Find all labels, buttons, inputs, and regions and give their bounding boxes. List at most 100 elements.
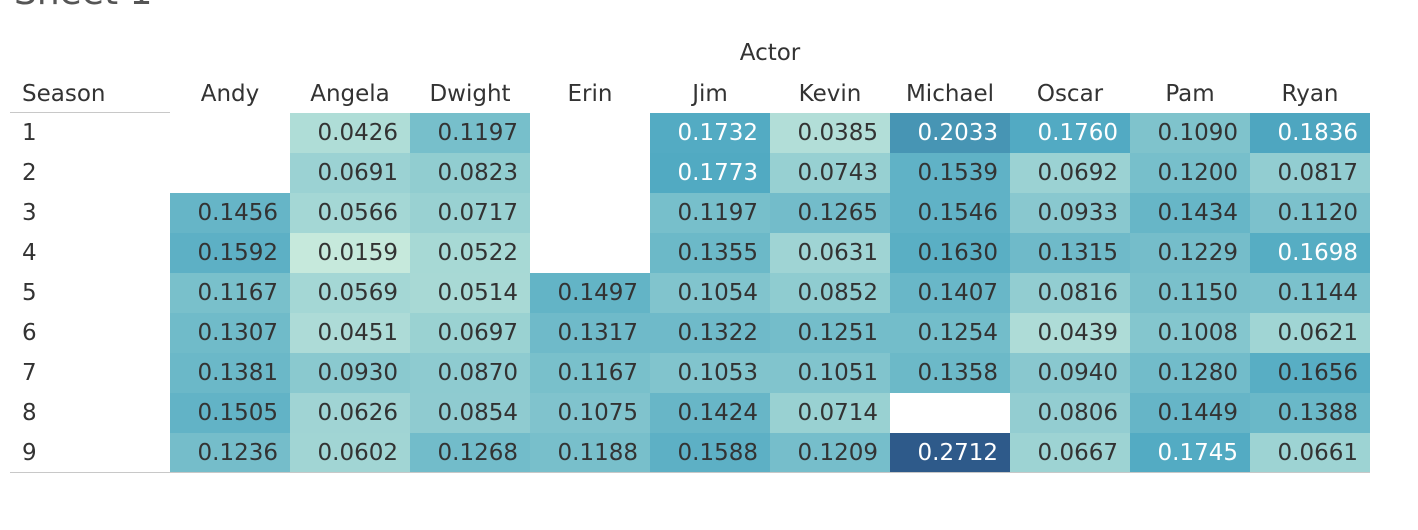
heatmap-cell[interactable]: 0.0823 (410, 153, 530, 193)
heatmap-cell[interactable]: 0.1167 (170, 273, 290, 313)
heatmap-cell[interactable]: 0.0514 (410, 273, 530, 313)
heatmap-cell[interactable]: 0.0439 (1010, 313, 1130, 353)
heatmap-cell[interactable]: 0.2033 (890, 113, 1010, 153)
heatmap-cell[interactable] (170, 113, 290, 153)
heatmap-cell[interactable]: 0.1456 (170, 193, 290, 233)
heatmap-cell[interactable]: 0.1407 (890, 273, 1010, 313)
heatmap-cell[interactable]: 0.1315 (1010, 233, 1130, 273)
heatmap-cell[interactable]: 0.1424 (650, 393, 770, 433)
heatmap-cell[interactable]: 0.0854 (410, 393, 530, 433)
heatmap-cell[interactable]: 0.0626 (290, 393, 410, 433)
heatmap-cell[interactable]: 0.1434 (1130, 193, 1250, 233)
heatmap-cell[interactable]: 0.1588 (650, 433, 770, 473)
row-label: 3 (22, 200, 37, 226)
heatmap-cell[interactable]: 0.1317 (530, 313, 650, 353)
heatmap-cell[interactable]: 0.1592 (170, 233, 290, 273)
heatmap-cell[interactable] (170, 153, 290, 193)
heatmap-cell[interactable]: 0.1197 (650, 193, 770, 233)
heatmap-cell[interactable]: 0.0717 (410, 193, 530, 233)
heatmap-cell[interactable]: 0.1760 (1010, 113, 1130, 153)
heatmap-cell[interactable]: 0.0602 (290, 433, 410, 473)
heatmap-cell[interactable]: 0.0451 (290, 313, 410, 353)
header-divider (10, 112, 170, 113)
heatmap-cell[interactable]: 0.1054 (650, 273, 770, 313)
heatmap-cell[interactable]: 0.0870 (410, 353, 530, 393)
heatmap-cell[interactable]: 0.1090 (1130, 113, 1250, 153)
heatmap-cell[interactable]: 0.0697 (410, 313, 530, 353)
heatmap-cell[interactable]: 0.1051 (770, 353, 890, 393)
heatmap-cell[interactable]: 0.1505 (170, 393, 290, 433)
heatmap-cell[interactable]: 0.1229 (1130, 233, 1250, 273)
column-header: Michael (905, 81, 995, 107)
heatmap-cell[interactable]: 0.1008 (1130, 313, 1250, 353)
heatmap-cell[interactable]: 0.1698 (1250, 233, 1370, 273)
sheet-title: Sheet 1 (14, 0, 152, 13)
heatmap-cell[interactable]: 0.1630 (890, 233, 1010, 273)
heatmap-cell[interactable]: 0.1144 (1250, 273, 1370, 313)
heatmap-cell[interactable]: 0.0933 (1010, 193, 1130, 233)
heatmap-cell[interactable] (890, 393, 1010, 433)
heatmap-cell[interactable]: 0.0930 (290, 353, 410, 393)
bottom-divider (10, 472, 1370, 473)
heatmap-cell[interactable]: 0.0691 (290, 153, 410, 193)
heatmap-cell[interactable]: 0.1268 (410, 433, 530, 473)
heatmap-cell[interactable] (530, 113, 650, 153)
heatmap-cell[interactable]: 0.1656 (1250, 353, 1370, 393)
row-label: 2 (22, 160, 37, 186)
heatmap-cell[interactable]: 0.1381 (170, 353, 290, 393)
heatmap-cell[interactable]: 0.0385 (770, 113, 890, 153)
heatmap-cell[interactable]: 0.1358 (890, 353, 1010, 393)
heatmap-cell[interactable] (530, 193, 650, 233)
heatmap-cell[interactable]: 0.0661 (1250, 433, 1370, 473)
heatmap-cell[interactable]: 0.1197 (410, 113, 530, 153)
heatmap-cell[interactable]: 0.1200 (1130, 153, 1250, 193)
heatmap-cell[interactable]: 0.0852 (770, 273, 890, 313)
heatmap-cell[interactable]: 0.0743 (770, 153, 890, 193)
heatmap-cell[interactable]: 0.1075 (530, 393, 650, 433)
heatmap-cell[interactable]: 0.1322 (650, 313, 770, 353)
heatmap-cell[interactable]: 0.0426 (290, 113, 410, 153)
heatmap-cell[interactable]: 0.1265 (770, 193, 890, 233)
heatmap-cell[interactable]: 0.0806 (1010, 393, 1130, 433)
heatmap-cell[interactable]: 0.0940 (1010, 353, 1130, 393)
column-header: Kevin (798, 81, 862, 107)
heatmap-cell[interactable]: 0.1209 (770, 433, 890, 473)
heatmap-cell[interactable]: 0.1280 (1130, 353, 1250, 393)
heatmap-cell[interactable]: 0.1355 (650, 233, 770, 273)
heatmap-cell[interactable]: 0.0159 (290, 233, 410, 273)
heatmap-cell[interactable] (530, 153, 650, 193)
heatmap-cell[interactable]: 0.1497 (530, 273, 650, 313)
heatmap-cell[interactable]: 0.1188 (530, 433, 650, 473)
heatmap-cell[interactable]: 0.1388 (1250, 393, 1370, 433)
heatmap-cell[interactable]: 0.1251 (770, 313, 890, 353)
heatmap-cell[interactable] (530, 233, 650, 273)
heatmap-cell[interactable]: 0.0621 (1250, 313, 1370, 353)
column-header: Dwight (429, 81, 511, 107)
heatmap-cell[interactable]: 0.1120 (1250, 193, 1370, 233)
heatmap-cell[interactable]: 0.0569 (290, 273, 410, 313)
heatmap-cell[interactable]: 0.1732 (650, 113, 770, 153)
heatmap-cell[interactable]: 0.0692 (1010, 153, 1130, 193)
heatmap-cell[interactable]: 0.0667 (1010, 433, 1130, 473)
heatmap-cell[interactable]: 0.2712 (890, 433, 1010, 473)
heatmap-cell[interactable]: 0.1150 (1130, 273, 1250, 313)
heatmap-cell[interactable]: 0.1449 (1130, 393, 1250, 433)
heatmap-cell[interactable]: 0.1236 (170, 433, 290, 473)
heatmap-cell[interactable]: 0.1307 (170, 313, 290, 353)
heatmap-cell[interactable]: 0.1546 (890, 193, 1010, 233)
heatmap-cell[interactable]: 0.0566 (290, 193, 410, 233)
heatmap-cell[interactable]: 0.0816 (1010, 273, 1130, 313)
column-group-header: Actor (739, 40, 801, 66)
heatmap-cell[interactable]: 0.1539 (890, 153, 1010, 193)
heatmap-cell[interactable]: 0.1053 (650, 353, 770, 393)
heatmap-cell[interactable]: 0.1167 (530, 353, 650, 393)
heatmap-cell[interactable]: 0.0714 (770, 393, 890, 433)
row-label: 8 (22, 400, 37, 426)
heatmap-cell[interactable]: 0.0631 (770, 233, 890, 273)
heatmap-cell[interactable]: 0.1745 (1130, 433, 1250, 473)
heatmap-cell[interactable]: 0.0522 (410, 233, 530, 273)
heatmap-cell[interactable]: 0.1836 (1250, 113, 1370, 153)
heatmap-cell[interactable]: 0.0817 (1250, 153, 1370, 193)
heatmap-cell[interactable]: 0.1773 (650, 153, 770, 193)
heatmap-cell[interactable]: 0.1254 (890, 313, 1010, 353)
